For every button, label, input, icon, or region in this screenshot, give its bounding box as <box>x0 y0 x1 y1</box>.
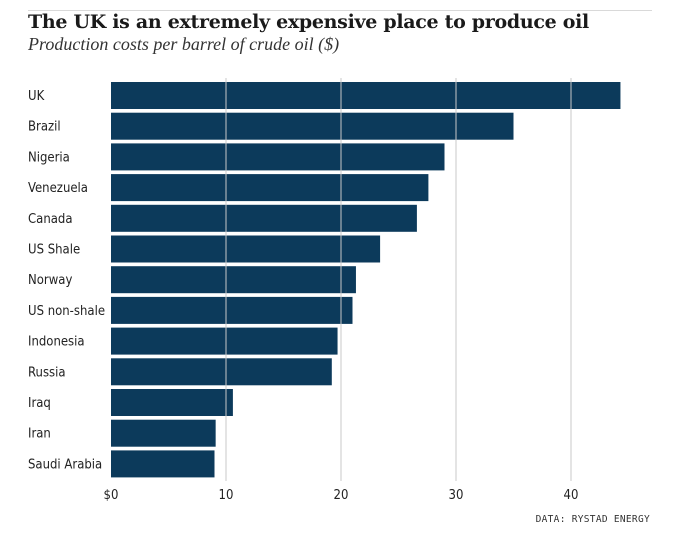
category-label-venezuela: Venezuela <box>28 181 88 196</box>
bar-venezuela <box>111 174 429 202</box>
bar-uk <box>111 82 621 109</box>
x-tick-label-40: 40 <box>564 488 579 503</box>
chart-title: The UK is an extremely expensive place t… <box>28 11 589 33</box>
category-label-norway: Norway <box>28 273 72 288</box>
x-tick-label-0: $0 <box>104 488 119 503</box>
category-label-nigeria: Nigeria <box>28 150 70 165</box>
category-label-us-non-shale: US non-shale <box>28 304 105 319</box>
top-rule <box>28 10 652 11</box>
bar-us-shale <box>111 235 381 263</box>
x-tick-label-20: 20 <box>334 488 349 503</box>
bar-brazil <box>111 112 514 140</box>
category-label-brazil: Brazil <box>28 120 61 135</box>
data-source: DATA: RYSTAD ENERGY <box>535 514 650 525</box>
bar-indonesia <box>111 327 338 355</box>
bar-nigeria <box>111 143 445 171</box>
x-tick-label-10: 10 <box>219 488 234 503</box>
category-label-uk: UK <box>28 89 45 104</box>
bar-saudi-arabia <box>111 450 215 478</box>
x-tick-label-30: 30 <box>449 488 464 503</box>
bar-russia <box>111 358 332 386</box>
category-labels: UK Brazil Nigeria Venezuela Canada US Shale No… <box>28 89 105 472</box>
category-label-canada: Canada <box>28 212 73 227</box>
bar-us-non-shale <box>111 296 353 324</box>
x-axis-tick-labels: $0 10 20 30 40 <box>104 488 579 503</box>
category-label-saudi-arabia: Saudi Arabia <box>28 457 102 472</box>
bar-canada <box>111 204 417 232</box>
chart-subtitle: Production costs per barrel of crude oil… <box>28 34 340 54</box>
category-label-russia: Russia <box>28 365 66 380</box>
bars <box>111 82 621 478</box>
category-label-us-shale: US Shale <box>28 243 80 258</box>
gridlines <box>225 78 572 481</box>
bar-iran <box>111 419 216 447</box>
bar-norway <box>111 266 356 294</box>
category-label-iran: Iran <box>28 427 51 442</box>
bar-iraq <box>111 389 233 416</box>
category-label-indonesia: Indonesia <box>28 335 85 350</box>
category-label-iraq: Iraq <box>28 396 51 411</box>
